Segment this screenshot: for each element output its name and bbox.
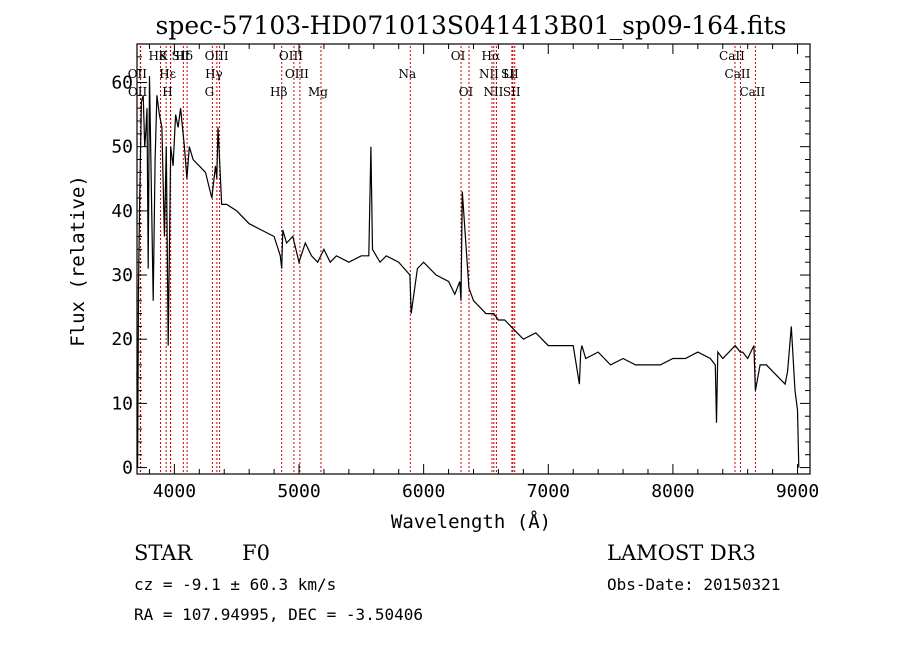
x-tick-label: 9000 xyxy=(776,481,819,502)
spectral-line-label: OIII xyxy=(285,67,309,81)
spectral-line-label: OIII xyxy=(279,49,303,63)
spectral-line-label: CaII xyxy=(739,85,765,99)
x-axis-label: Wavelength (Å) xyxy=(391,510,551,533)
y-tick-label: 0 xyxy=(122,458,133,479)
axes: 4000 5000 6000 7000 8000 9000 0 10 20 30 40 50 60 xyxy=(111,44,819,502)
spectral-line-label: G xyxy=(205,85,215,99)
spectral-subclass: F0 xyxy=(242,541,270,565)
spectral-line-label: Na xyxy=(398,67,416,81)
spectral-line-label: CaII xyxy=(725,67,751,81)
spectral-line-label: SII xyxy=(172,49,190,63)
y-tick-label: 20 xyxy=(111,329,133,350)
y-axis-label: Flux (relative) xyxy=(67,175,89,347)
spectral-line-label: NII xyxy=(483,85,503,99)
spectral-line-label: NII xyxy=(479,67,499,81)
x-tick-label: 6000 xyxy=(402,481,445,502)
y-tick-label: 30 xyxy=(111,265,133,286)
spectral-line-label: K xyxy=(159,49,169,63)
spectral-line-label: Hβ xyxy=(270,85,287,99)
spectral-line-label: CaII xyxy=(719,49,745,63)
spectral-line-label: H xyxy=(162,85,172,99)
spectral-line-label: Hδ xyxy=(175,49,193,63)
spectral-line-label: OI xyxy=(451,49,466,63)
spectral-line-label: Hα xyxy=(482,49,501,63)
y-tick-label: 10 xyxy=(111,393,133,414)
y-tick-label: 50 xyxy=(111,137,133,158)
spectral-line-label: OI xyxy=(459,85,474,99)
spectral-line-label: H8 xyxy=(149,49,167,63)
y-tick-label: 60 xyxy=(111,73,133,94)
x-tick-label: 8000 xyxy=(651,481,694,502)
redshift-text: cz = -9.1 ± 60.3 km/s xyxy=(134,575,337,594)
spectral-line-label: OIII xyxy=(205,49,229,63)
spectral-lines xyxy=(139,46,756,474)
spectral-line-label: Hγ xyxy=(205,67,223,81)
x-tick-label: 7000 xyxy=(527,481,570,502)
spectral-line-label: Mg xyxy=(308,85,328,99)
spectral-line-label: Hε xyxy=(159,67,176,81)
spectral-line-label: SII xyxy=(503,85,521,99)
chart-title: spec-57103-HD071013S041413B01_sp09-164.f… xyxy=(156,11,787,40)
y-tick-label: 40 xyxy=(111,201,133,222)
x-tick-label: 4000 xyxy=(153,481,196,502)
x-tick-label: 5000 xyxy=(277,481,320,502)
spectral-line-label: SII xyxy=(501,67,519,81)
coordinates-text: RA = 107.94995, DEC = -3.50406 xyxy=(134,605,423,624)
object-class: STAR xyxy=(134,541,193,565)
spectral-line-label: Li xyxy=(503,67,515,81)
survey-name: LAMOST DR3 xyxy=(607,541,756,565)
obs-date: Obs-Date: 20150321 xyxy=(607,575,781,594)
plot-frame xyxy=(136,43,811,475)
flux-series-line xyxy=(136,76,800,468)
